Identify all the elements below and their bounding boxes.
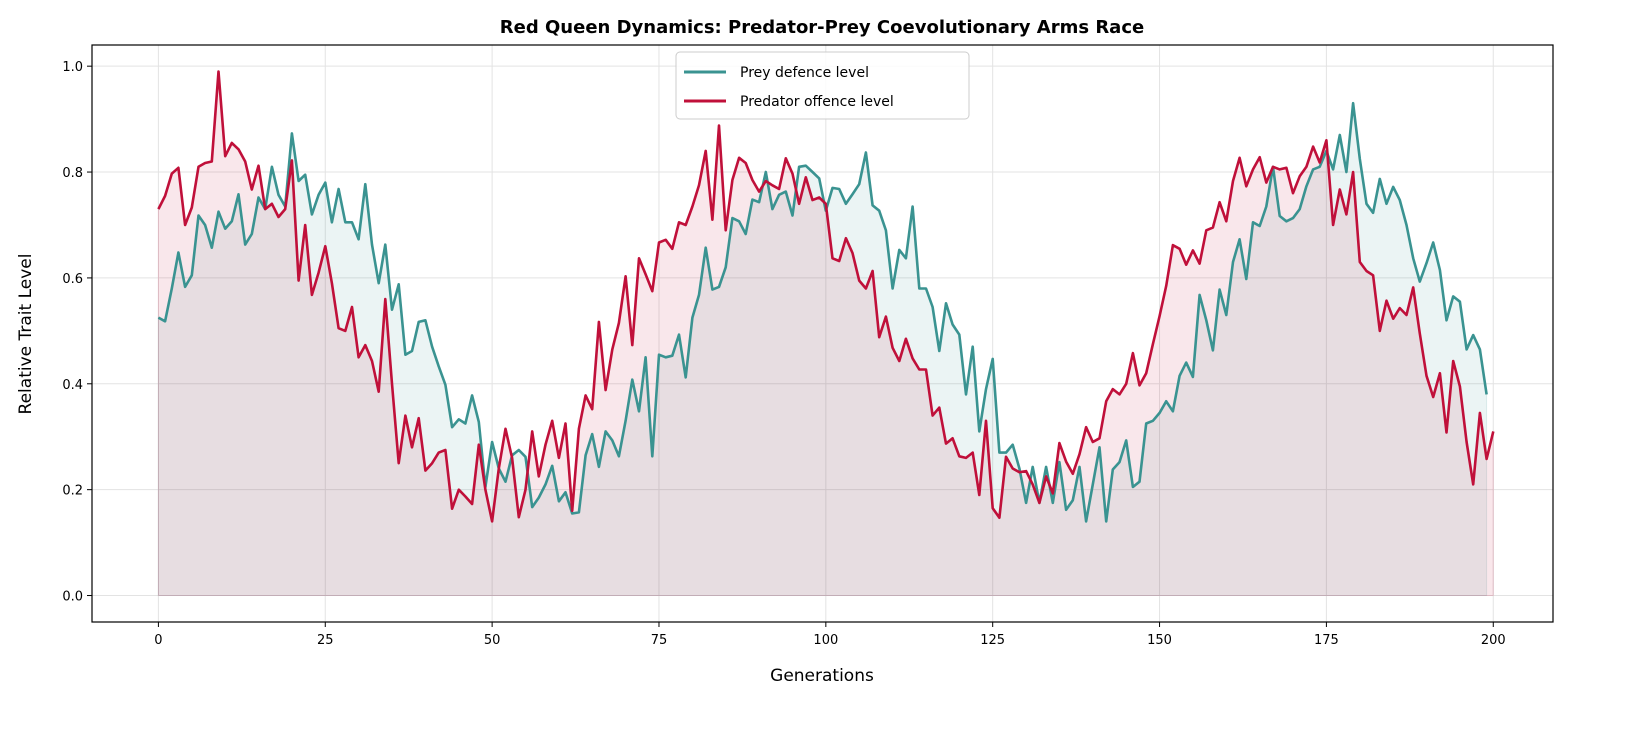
y-tick-label: 0.6 bbox=[62, 272, 83, 287]
x-tick-label: 100 bbox=[813, 633, 838, 648]
y-tick-label: 0.0 bbox=[62, 590, 83, 605]
series-lines bbox=[157, 70, 1495, 523]
legend-box bbox=[675, 51, 970, 120]
legend: Prey defence level Predator offence leve… bbox=[675, 51, 970, 120]
y-tick-label: 0.2 bbox=[62, 484, 83, 499]
x-tick-label: 175 bbox=[1314, 633, 1339, 648]
legend-label-predator: Predator offence level bbox=[740, 94, 894, 110]
chart-title: Red Queen Dynamics: Predator-Prey Coevol… bbox=[500, 17, 1144, 38]
y-tick-label: 0.8 bbox=[62, 166, 83, 181]
y-axis-label: Relative Trait Level bbox=[16, 254, 36, 415]
series-line-predator bbox=[157, 70, 1495, 523]
legend-label-prey: Prey defence level bbox=[740, 65, 869, 81]
y-tick-label: 0.4 bbox=[62, 378, 83, 393]
x-tick-label: 50 bbox=[484, 633, 501, 648]
x-axis-label: Generations bbox=[770, 666, 874, 686]
grid bbox=[92, 45, 1553, 622]
series-line-prey bbox=[157, 101, 1488, 523]
x-tick-label: 150 bbox=[1147, 633, 1172, 648]
x-tick-label: 0 bbox=[154, 633, 162, 648]
x-tick-label: 75 bbox=[651, 633, 668, 648]
x-tick-label: 125 bbox=[980, 633, 1005, 648]
x-tick-label: 25 bbox=[317, 633, 334, 648]
x-axis: 0 25 50 75 100 125 150 175 200 bbox=[154, 622, 1506, 648]
plot-frame bbox=[91, 44, 1554, 623]
y-tick-label: 1.0 bbox=[62, 60, 83, 75]
y-axis: 0.0 0.2 0.4 0.6 0.8 1.0 bbox=[62, 60, 92, 605]
x-tick-label: 200 bbox=[1481, 633, 1506, 648]
